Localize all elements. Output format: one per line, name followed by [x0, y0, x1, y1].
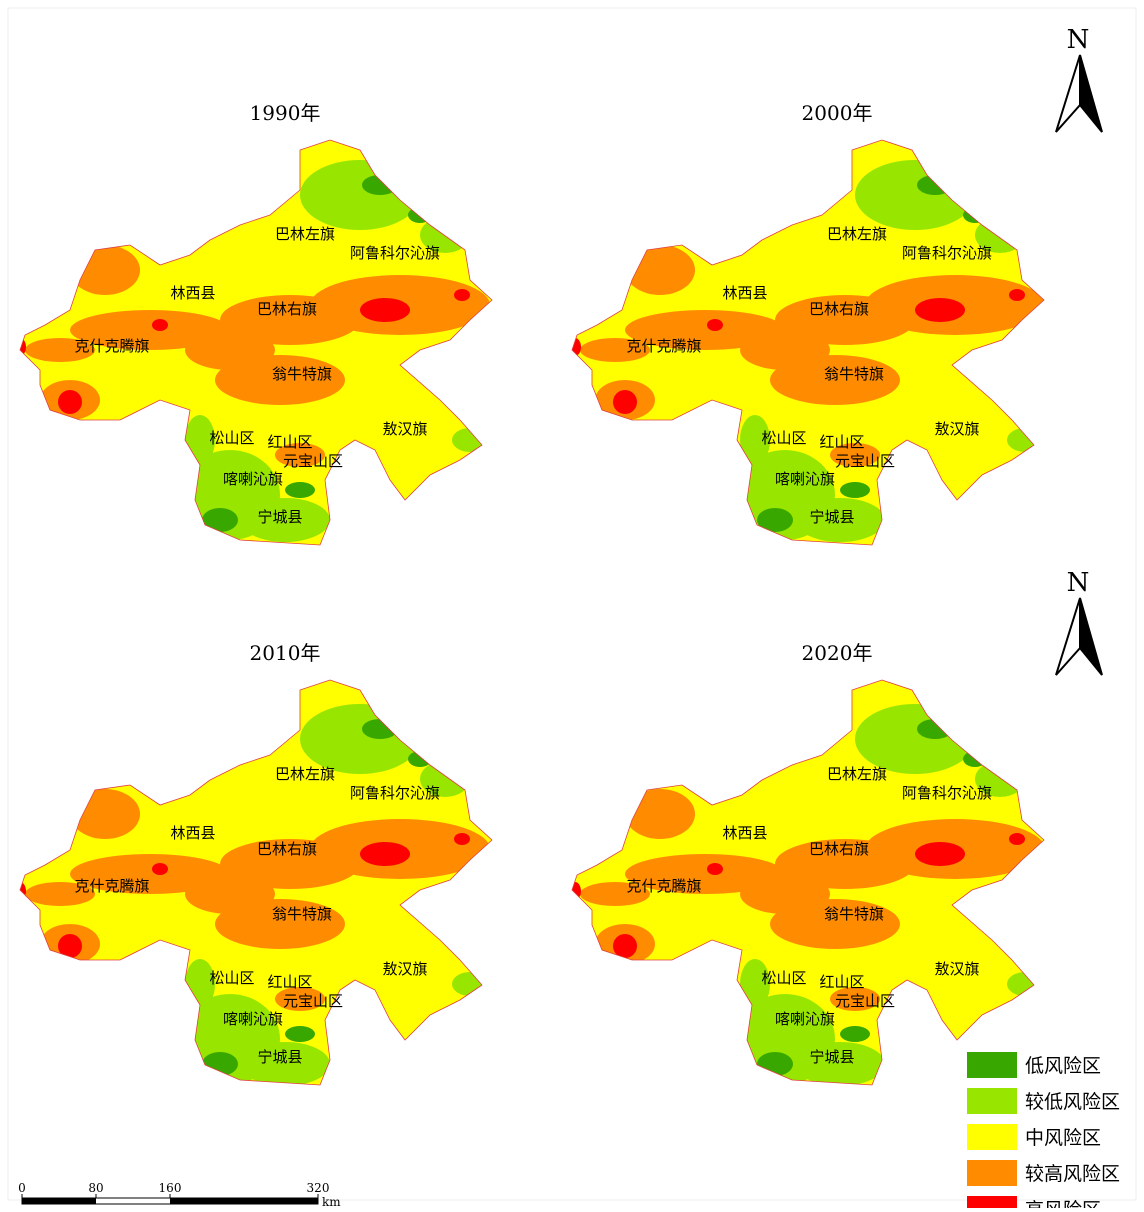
legend-label: 低风险区	[1025, 1055, 1101, 1077]
risk-zone	[707, 319, 723, 331]
scale-bar-black	[170, 1198, 318, 1204]
county-label: 林西县	[722, 284, 767, 302]
county-label: 巴林右旗	[257, 840, 317, 858]
scale-tick-label: 80	[88, 1181, 103, 1195]
north-label: N	[1067, 568, 1090, 598]
county-label: 宁城县	[257, 508, 302, 526]
risk-zone	[840, 1026, 870, 1042]
county-label: 巴林左旗	[827, 225, 887, 243]
legend-label: 较高风险区	[1025, 1163, 1120, 1185]
legend-swatch	[967, 1052, 1017, 1078]
county-label: 林西县	[170, 284, 215, 302]
legend-label: 高风险区	[1025, 1199, 1101, 1208]
map-title: 1990年	[250, 101, 321, 125]
county-label: 元宝山区	[283, 992, 343, 1010]
legend-swatch	[967, 1196, 1017, 1208]
scale-tick-label: 160	[159, 1181, 182, 1195]
county-label: 喀喇沁旗	[223, 1010, 283, 1028]
county-label: 喀喇沁旗	[775, 470, 835, 488]
county-label: 阿鲁科尔沁旗	[902, 244, 992, 262]
county-label: 巴林左旗	[827, 765, 887, 783]
county-label: 翁牛特旗	[272, 365, 332, 383]
county-label: 翁牛特旗	[824, 365, 884, 383]
risk-zone	[152, 319, 168, 331]
scale-unit: km	[322, 1195, 341, 1208]
risk-zone	[185, 874, 275, 914]
legend-swatch	[967, 1088, 1017, 1114]
county-label: 松山区	[761, 429, 806, 447]
risk-zone	[360, 298, 410, 322]
map-title: 2010年	[250, 641, 321, 665]
county-label: 敖汉旗	[382, 960, 427, 978]
county-label: 红山区	[267, 973, 312, 991]
county-label: 宁城县	[257, 1048, 302, 1066]
risk-zone	[185, 330, 275, 370]
map-figure: 1990年巴林左旗阿鲁科尔沁旗林西县巴林右旗克什克腾旗翁牛特旗敖汉旗松山区红山区…	[0, 0, 1144, 1208]
county-label: 喀喇沁旗	[223, 470, 283, 488]
county-label: 巴林左旗	[275, 225, 335, 243]
risk-zone	[454, 289, 470, 301]
risk-zone	[360, 842, 410, 866]
risk-zone	[740, 330, 830, 370]
county-label: 元宝山区	[283, 452, 343, 470]
county-label: 巴林右旗	[257, 300, 317, 318]
county-label: 翁牛特旗	[824, 905, 884, 923]
county-label: 克什克腾旗	[74, 337, 149, 355]
county-label: 宁城县	[809, 1048, 854, 1066]
risk-zone	[613, 934, 637, 958]
county-label: 红山区	[819, 433, 864, 451]
county-label: 巴林右旗	[809, 300, 869, 318]
risk-zone	[285, 482, 315, 498]
county-label: 阿鲁科尔沁旗	[350, 244, 440, 262]
county-label: 喀喇沁旗	[775, 1010, 835, 1028]
legend-swatch	[967, 1160, 1017, 1186]
county-label: 克什克腾旗	[74, 877, 149, 895]
risk-zone	[1009, 833, 1025, 845]
county-label: 红山区	[267, 433, 312, 451]
county-label: 巴林左旗	[275, 765, 335, 783]
county-label: 阿鲁科尔沁旗	[350, 784, 440, 802]
risk-zone	[915, 298, 965, 322]
risk-zone	[740, 874, 830, 914]
map-title: 2020年	[802, 641, 873, 665]
county-label: 红山区	[819, 973, 864, 991]
scale-bar-black	[22, 1198, 96, 1204]
county-label: 敖汉旗	[934, 420, 979, 438]
risk-zone	[707, 863, 723, 875]
legend-label: 中风险区	[1025, 1127, 1101, 1149]
risk-zone	[1009, 289, 1025, 301]
county-label: 宁城县	[809, 508, 854, 526]
county-label: 林西县	[722, 824, 767, 842]
county-label: 克什克腾旗	[626, 877, 701, 895]
county-label: 元宝山区	[835, 992, 895, 1010]
risk-zone	[840, 482, 870, 498]
risk-zone	[58, 390, 82, 414]
risk-zone	[454, 833, 470, 845]
county-label: 林西县	[170, 824, 215, 842]
scale-tick-label: 320	[307, 1181, 330, 1195]
county-label: 敖汉旗	[934, 960, 979, 978]
north-label: N	[1067, 25, 1090, 55]
county-label: 巴林右旗	[809, 840, 869, 858]
county-label: 克什克腾旗	[626, 337, 701, 355]
county-label: 松山区	[761, 969, 806, 987]
county-label: 松山区	[209, 969, 254, 987]
legend-label: 较低风险区	[1025, 1091, 1120, 1113]
county-label: 阿鲁科尔沁旗	[902, 784, 992, 802]
map-title: 2000年	[802, 101, 873, 125]
county-label: 松山区	[209, 429, 254, 447]
risk-zone	[152, 863, 168, 875]
risk-zone	[285, 1026, 315, 1042]
county-label: 敖汉旗	[382, 420, 427, 438]
risk-zone	[915, 842, 965, 866]
scale-tick-label: 0	[18, 1181, 26, 1195]
risk-zone	[613, 390, 637, 414]
county-label: 翁牛特旗	[272, 905, 332, 923]
county-label: 元宝山区	[835, 452, 895, 470]
legend-swatch	[967, 1124, 1017, 1150]
